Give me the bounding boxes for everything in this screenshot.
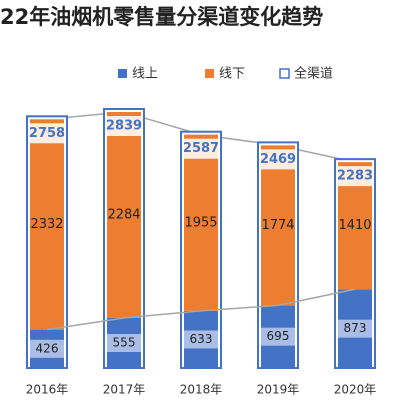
online-value-label: 695 — [267, 329, 290, 343]
legend-swatch — [205, 69, 214, 78]
x-tick-label: 2018年 — [180, 383, 223, 397]
offline-value-label: 2332 — [30, 217, 63, 232]
online-value-label: 633 — [190, 332, 213, 346]
online-value-label: 555 — [113, 335, 136, 349]
online-trend-line — [46, 288, 356, 331]
offline-value-label: 1410 — [338, 218, 371, 233]
total-label-box — [338, 166, 372, 187]
offline-value-label: 2284 — [107, 207, 140, 222]
online-label-box — [184, 330, 218, 349]
x-tick-label: 2016年 — [26, 383, 69, 397]
offline-bar — [184, 134, 218, 311]
legend-swatch — [118, 69, 127, 78]
legend-swatch — [279, 68, 290, 79]
x-tick-label: 2019年 — [257, 383, 300, 397]
offline-bar — [107, 112, 141, 318]
legend-label: 线上 — [132, 67, 158, 82]
online-label-box — [107, 333, 141, 352]
total-label-box — [107, 116, 141, 136]
total-label-box — [30, 123, 64, 144]
total-label-box — [184, 138, 218, 159]
offline-value-label: 1774 — [261, 218, 294, 233]
total-value-label: 2839 — [106, 119, 142, 134]
chart-title: 22年油烟机零售量分渠道变化趋势 — [0, 5, 323, 29]
online-label-box — [30, 339, 64, 358]
x-tick-label: 2017年 — [103, 383, 146, 397]
total-value-label: 2283 — [337, 169, 373, 184]
total-value-label: 2587 — [183, 141, 219, 156]
legend-label: 全渠道 — [294, 66, 333, 82]
legend-label: 线下 — [219, 67, 245, 82]
online-label-box — [338, 319, 372, 338]
online-label-box — [261, 327, 295, 346]
total-label-box — [261, 149, 295, 170]
x-tick-label: 2020年 — [334, 383, 377, 397]
online-value-label: 426 — [36, 341, 59, 355]
offline-value-label: 1955 — [184, 215, 217, 230]
offline-bar — [261, 145, 295, 306]
total-value-label: 2469 — [260, 152, 296, 167]
offline-bar — [30, 119, 64, 330]
online-value-label: 873 — [344, 321, 367, 335]
total-value-label: 2758 — [29, 126, 65, 141]
